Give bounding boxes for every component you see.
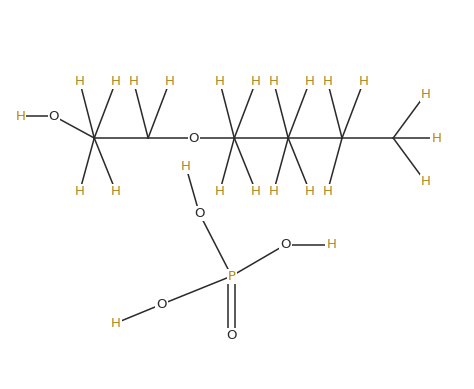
Text: H: H: [111, 185, 121, 198]
Text: H: H: [251, 185, 261, 198]
Text: H: H: [322, 185, 332, 198]
Text: H: H: [326, 238, 336, 251]
Text: H: H: [75, 185, 85, 198]
Text: H: H: [111, 317, 121, 329]
Text: H: H: [431, 131, 441, 145]
Text: H: H: [128, 75, 138, 88]
Text: O: O: [280, 238, 291, 251]
Text: H: H: [420, 88, 430, 101]
Text: H: H: [251, 75, 261, 88]
Text: H: H: [165, 75, 174, 88]
Text: H: H: [215, 75, 225, 88]
Text: H: H: [305, 185, 315, 198]
Text: H: H: [420, 175, 430, 188]
Text: P: P: [228, 270, 236, 282]
Text: O: O: [156, 298, 167, 311]
Text: H: H: [215, 185, 225, 198]
Text: O: O: [194, 207, 205, 220]
Text: O: O: [49, 110, 59, 123]
Text: H: H: [359, 75, 368, 88]
Text: H: H: [16, 110, 26, 123]
Text: O: O: [227, 329, 237, 342]
Text: H: H: [305, 75, 315, 88]
Text: H: H: [269, 185, 279, 198]
Text: H: H: [111, 75, 121, 88]
Text: H: H: [322, 75, 332, 88]
Text: O: O: [189, 131, 199, 145]
Text: H: H: [75, 75, 85, 88]
Text: H: H: [181, 160, 191, 173]
Text: H: H: [269, 75, 279, 88]
